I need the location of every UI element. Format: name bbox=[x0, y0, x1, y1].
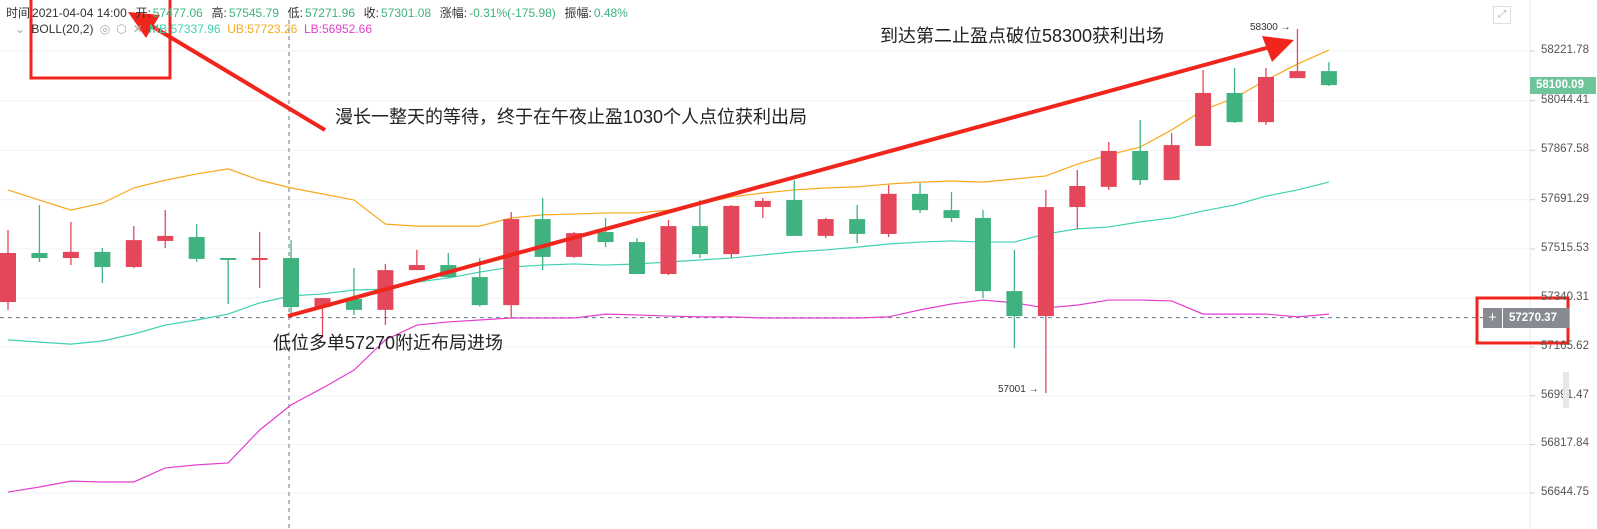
candle-up bbox=[1289, 71, 1306, 79]
candle-down bbox=[629, 242, 645, 275]
candle-up bbox=[1037, 207, 1054, 317]
indicator-row: ⌄ BOLL(20,2) ◎ ⬡ ✕ MB:57337.96 UB:57723.26… bbox=[12, 22, 372, 36]
y-tick-label: 58221.78 bbox=[1541, 43, 1589, 56]
close-label: 收: bbox=[363, 6, 380, 20]
time-value: 2021-04-04 14:00 bbox=[32, 6, 127, 20]
candle-up bbox=[1163, 145, 1180, 181]
candle-down bbox=[1006, 291, 1023, 317]
candle-down bbox=[786, 200, 803, 236]
candle-down bbox=[1132, 150, 1149, 181]
scroll-handle[interactable] bbox=[1563, 372, 1569, 408]
high-marker: 58300 → bbox=[1250, 22, 1291, 33]
candle-up bbox=[1100, 150, 1117, 187]
candle-down bbox=[974, 217, 991, 292]
y-tick-label: 56644.75 bbox=[1541, 485, 1589, 498]
candle-down bbox=[345, 298, 362, 310]
y-tick-label: 57165.62 bbox=[1541, 339, 1589, 352]
candle-down bbox=[534, 219, 551, 257]
candle-down bbox=[471, 277, 488, 306]
y-tick-label: 57691.29 bbox=[1541, 192, 1589, 205]
candle-down bbox=[188, 237, 205, 259]
candle-down bbox=[1226, 92, 1243, 123]
annotation-top: 到达第二止盈点破位58300获利出场 bbox=[880, 26, 1165, 46]
eye-icon[interactable]: ◎ bbox=[99, 22, 111, 36]
lb-line bbox=[7, 299, 1329, 493]
annotation-bottom: 低位多单57270附近布局进场 bbox=[273, 333, 504, 353]
candle-up bbox=[1069, 186, 1086, 208]
candle-up bbox=[0, 252, 16, 303]
candle-up bbox=[817, 219, 834, 236]
change-value: -0.31%(-175.98) bbox=[469, 6, 556, 20]
candle-down bbox=[283, 258, 300, 308]
amp-label: 振幅: bbox=[564, 6, 592, 20]
low-value: 57271.96 bbox=[304, 6, 355, 20]
candle-up bbox=[251, 258, 268, 261]
candle-up bbox=[1258, 76, 1274, 123]
y-tick-label: 58044.41 bbox=[1541, 93, 1589, 106]
candle-down bbox=[691, 226, 708, 255]
line-price-tag: 57270.37 bbox=[1503, 308, 1569, 328]
candle-up bbox=[503, 219, 520, 306]
candle-up bbox=[125, 240, 142, 268]
settings-icon[interactable]: ⬡ bbox=[116, 22, 127, 36]
candle-up bbox=[408, 265, 425, 271]
candle-up bbox=[314, 298, 331, 308]
annotation-middle: 漫长一整天的等待，终于在午夜止盈1030个人点位获利出局 bbox=[335, 107, 808, 127]
chevron-down-icon[interactable]: ⌄ bbox=[15, 22, 26, 36]
time-label: 时间 bbox=[6, 6, 31, 20]
candle-down bbox=[912, 193, 929, 211]
high-value: 57545.79 bbox=[228, 6, 279, 20]
mb-value: MB:57337.96 bbox=[149, 22, 221, 36]
candle-up bbox=[723, 205, 740, 255]
ohlc-header: 时间 2021-04-04 14:00 开: 57477.06 高: 57545.79… bbox=[6, 4, 630, 21]
change-label: 涨幅: bbox=[439, 6, 468, 20]
candle-down bbox=[943, 210, 960, 218]
amp-value: 0.48% bbox=[593, 6, 628, 20]
candle-up bbox=[1195, 92, 1212, 146]
candle-down bbox=[1320, 71, 1337, 86]
close-icon[interactable]: ✕ bbox=[132, 22, 143, 36]
low-label: 低: bbox=[287, 6, 303, 20]
y-tick-label: 56817.84 bbox=[1541, 437, 1589, 450]
arrow-line-long bbox=[287, 45, 1271, 318]
candle-down bbox=[849, 219, 866, 234]
arrow-head-short bbox=[128, 12, 160, 38]
fullscreen-icon[interactable]: ⤢ bbox=[1493, 6, 1511, 24]
y-tick-label: 57867.58 bbox=[1541, 143, 1589, 156]
open-value: 57477.06 bbox=[152, 6, 203, 20]
candle-up bbox=[660, 226, 677, 275]
high-label: 高: bbox=[211, 6, 227, 20]
candle-up bbox=[754, 200, 771, 208]
current-price-tag: 58100.09 bbox=[1530, 77, 1596, 94]
candle-up bbox=[157, 235, 174, 241]
y-tick-label: 57515.53 bbox=[1541, 241, 1589, 254]
candle-up bbox=[62, 251, 79, 259]
open-label: 开: bbox=[135, 6, 151, 20]
arrow-line-short bbox=[148, 23, 327, 132]
lb-value: LB:56952.66 bbox=[303, 22, 373, 36]
y-tick-label: 57340.31 bbox=[1541, 291, 1589, 304]
low-marker: 57001 → bbox=[998, 384, 1039, 395]
indicator-name[interactable]: BOLL(20,2) bbox=[31, 22, 94, 36]
add-alert-icon[interactable]: + bbox=[1483, 308, 1502, 328]
candle-up bbox=[880, 193, 897, 234]
candle-down bbox=[597, 231, 614, 243]
candle-down bbox=[220, 258, 237, 261]
close-value: 57301.08 bbox=[381, 6, 432, 20]
candle-down bbox=[94, 251, 111, 268]
arrow-head-long bbox=[1262, 36, 1294, 62]
candle-down bbox=[31, 252, 48, 259]
ub-value: UB:57723.26 bbox=[227, 22, 298, 36]
